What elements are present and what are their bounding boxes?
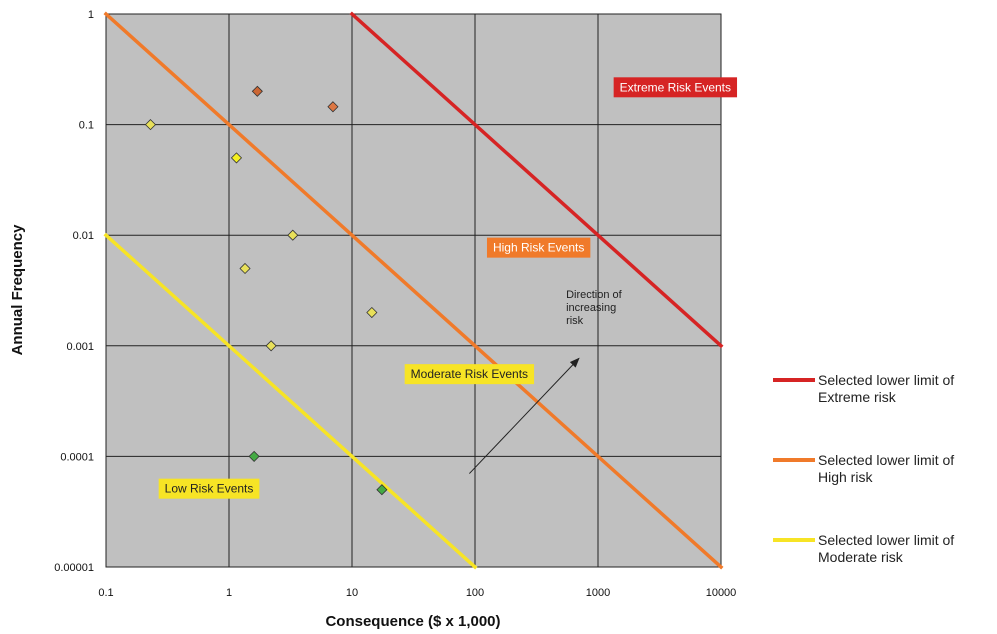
- annotation-text: risk: [566, 315, 584, 327]
- y-axis-title: Annual Frequency: [9, 224, 26, 356]
- data-point-marker: [376, 484, 388, 496]
- data-point-marker: [287, 229, 299, 241]
- data-point-marker: [230, 152, 243, 164]
- data-point-marker: [248, 450, 260, 462]
- data-point-marker: [327, 101, 339, 113]
- legend-label: Selected lower limit of: [818, 532, 954, 548]
- annotation-text: increasing: [566, 302, 616, 314]
- y-tick-label: 0.00001: [54, 562, 94, 574]
- legend-label: Extreme risk: [818, 389, 897, 405]
- data-point-marker: [251, 85, 263, 97]
- legend-label: Selected lower limit of: [818, 452, 954, 468]
- grid-lines: [105, 13, 722, 568]
- zone-label: Extreme Risk Events: [613, 77, 738, 98]
- zone-label-text: High Risk Events: [493, 241, 584, 255]
- x-tick-label: 100: [466, 587, 484, 599]
- y-tick-label: 1: [88, 9, 94, 21]
- zone-label-box: [404, 364, 535, 385]
- data-points: [144, 85, 388, 496]
- annotation-text: Direction of: [566, 289, 623, 301]
- data-point-marker: [144, 119, 157, 131]
- x-tick-label: 0.1: [98, 587, 113, 599]
- legend-label: Selected lower limit of: [818, 372, 954, 388]
- zone-label: Moderate Risk Events: [404, 364, 535, 385]
- risk-limit-line: [349, 11, 724, 349]
- data-point-marker: [265, 340, 277, 352]
- x-tick-label: 10: [346, 587, 358, 599]
- risk-limit-line: [103, 232, 478, 570]
- risk-limit-lines: [103, 11, 724, 570]
- legend-label: Moderate risk: [818, 549, 904, 565]
- zone-label-box: [613, 77, 738, 98]
- x-tick-label: 1000: [586, 587, 610, 599]
- zone-label-text: Extreme Risk Events: [620, 80, 731, 94]
- x-axis-ticks: 0.1 1 10 100 1000 10000: [98, 587, 736, 599]
- zone-label-box: [158, 478, 260, 499]
- zone-label: Low Risk Events: [158, 478, 260, 499]
- y-tick-label: 0.0001: [60, 451, 94, 463]
- x-axis-title: Consequence ($ x 1,000): [325, 613, 500, 630]
- zone-label-box: [486, 237, 591, 258]
- y-tick-label: 0.01: [73, 230, 94, 242]
- legend-label: High risk: [818, 469, 873, 485]
- y-tick-label: 0.001: [66, 341, 94, 353]
- risk-limit-line: [103, 11, 724, 570]
- x-tick-label: 1: [226, 587, 232, 599]
- y-tick-label: 0.1: [79, 120, 94, 132]
- data-point-marker: [239, 262, 251, 275]
- direction-arrow: [469, 357, 580, 474]
- zone-label-text: Low Risk Events: [165, 482, 254, 496]
- zone-label-text: Moderate Risk Events: [411, 367, 528, 381]
- y-axis-ticks: 1 0.1 0.01 0.001 0.0001 0.00001: [54, 9, 94, 574]
- x-tick-label: 10000: [706, 587, 737, 599]
- zone-label: High Risk Events: [486, 237, 591, 258]
- zone-labels: Extreme Risk Events High Risk Events Moder…: [158, 77, 738, 499]
- data-point-marker: [366, 306, 378, 319]
